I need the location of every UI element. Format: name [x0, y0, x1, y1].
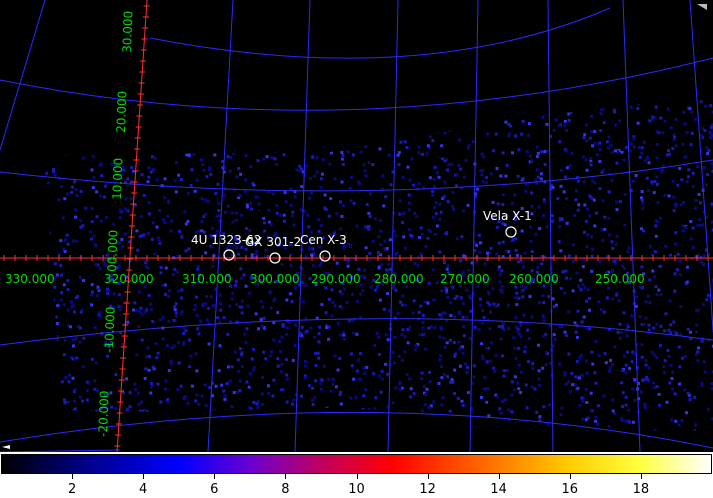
ra-grid-line: [547, 0, 554, 452]
source-label: GX 301-2: [245, 235, 301, 249]
colorbar-ramp[interactable]: [1, 454, 712, 474]
ra-label: 310.000: [182, 272, 232, 286]
ra-label: 280.000: [374, 272, 424, 286]
colorbar-tick: [72, 474, 74, 479]
ra-grid-line: [207, 0, 234, 452]
dec-grid-line: [0, 411, 713, 449]
declination-grid: [0, 7, 713, 452]
colorbar-label: 2: [67, 482, 77, 497]
dec-grid-line: [0, 318, 713, 346]
colorbar[interactable]: 2 4 6 8 10 12 14 16 18: [0, 452, 713, 498]
corner-marker-icon: [697, 4, 707, 10]
ra-label: 250.000: [595, 272, 645, 286]
sky-image[interactable]: 330.000 320.000 310.000 300.000 290.000 …: [0, 0, 713, 452]
ra-grid-line: [294, 0, 311, 452]
ra-label: 270.000: [440, 272, 490, 286]
dec-grid-line: [0, 449, 121, 452]
colorbar-tick: [498, 474, 500, 479]
ra-axis-ticks: [3, 255, 709, 261]
ra-label: 320.000: [104, 272, 154, 286]
ra-label: 330.000: [5, 272, 55, 286]
dec-label: -10.000: [102, 306, 118, 353]
ra-grid-line: [622, 0, 641, 452]
source-marker-cen-x-3[interactable]: Cen X-3: [300, 233, 347, 262]
colorbar-label: 10: [348, 482, 365, 497]
colorbar-label: 18: [632, 482, 650, 497]
colorbar-tick: [640, 474, 642, 479]
ra-grid-line: [469, 0, 479, 452]
dec-label: 30.000: [120, 11, 135, 53]
source-marker-vela-x-1[interactable]: Vela X-1: [483, 209, 532, 238]
source-circle-icon[interactable]: [319, 250, 331, 262]
sky-image-viewer[interactable]: 330.000 320.000 310.000 300.000 290.000 …: [0, 0, 713, 452]
ra-grid-line: [0, 0, 46, 151]
corner-marker-icon: [2, 445, 10, 449]
source-label: Vela X-1: [483, 209, 532, 223]
source-circle-icon[interactable]: [269, 252, 281, 264]
dec-grid-line: [149, 7, 611, 59]
colorbar-label: 16: [561, 482, 579, 497]
source-label: 4U 1323-62: [191, 233, 261, 247]
colorbar-label: 6: [210, 482, 219, 497]
dec-label: 10.000: [110, 158, 125, 200]
colorbar-label: 4: [139, 482, 148, 497]
source-marker-4u-1323-62[interactable]: 4U 1323-62: [191, 233, 261, 261]
source-label: Cen X-3: [300, 233, 347, 247]
ra-grid-line: [689, 0, 713, 331]
dec-grid-line: [0, 159, 713, 192]
source-markers[interactable]: 4U 1323-62 GX 301-2 Cen X-3 Vela X-1: [191, 209, 532, 264]
colorbar-tick: [285, 474, 287, 479]
source-marker-gx-301-2[interactable]: GX 301-2: [245, 235, 301, 264]
colorbar-tick: [356, 474, 358, 479]
right-ascension-grid: [0, 0, 713, 452]
ra-label: 300.000: [250, 272, 300, 286]
source-circle-icon[interactable]: [223, 249, 235, 261]
colorbar-label: 8: [281, 482, 290, 497]
source-circle-icon[interactable]: [505, 226, 517, 238]
ra-label: 260.000: [509, 272, 559, 286]
colorbar-label: 12: [419, 482, 436, 497]
dec-labels: 30.000 20.000 10.000 00.000 -10.000 -20.…: [96, 11, 135, 437]
ra-labels: 330.000 320.000 310.000 300.000 290.000 …: [5, 272, 645, 286]
exposure-noise-field: [44, 100, 713, 432]
dec-label: 20.000: [114, 91, 129, 133]
colorbar-tick: [214, 474, 216, 479]
colorbar-tick: [427, 474, 429, 479]
ra-grid-line: [387, 0, 399, 452]
ra-label: 290.000: [311, 272, 361, 286]
dec-axis-ticks: [114, 5, 150, 447]
colorbar-tick: [143, 474, 145, 479]
dec-label: 00.000: [105, 230, 120, 272]
dec-label: -20.000: [96, 390, 112, 437]
colorbar-label: 14: [490, 482, 507, 497]
colorbar-tick: [569, 474, 571, 479]
dec-grid-line: [0, 57, 713, 111]
